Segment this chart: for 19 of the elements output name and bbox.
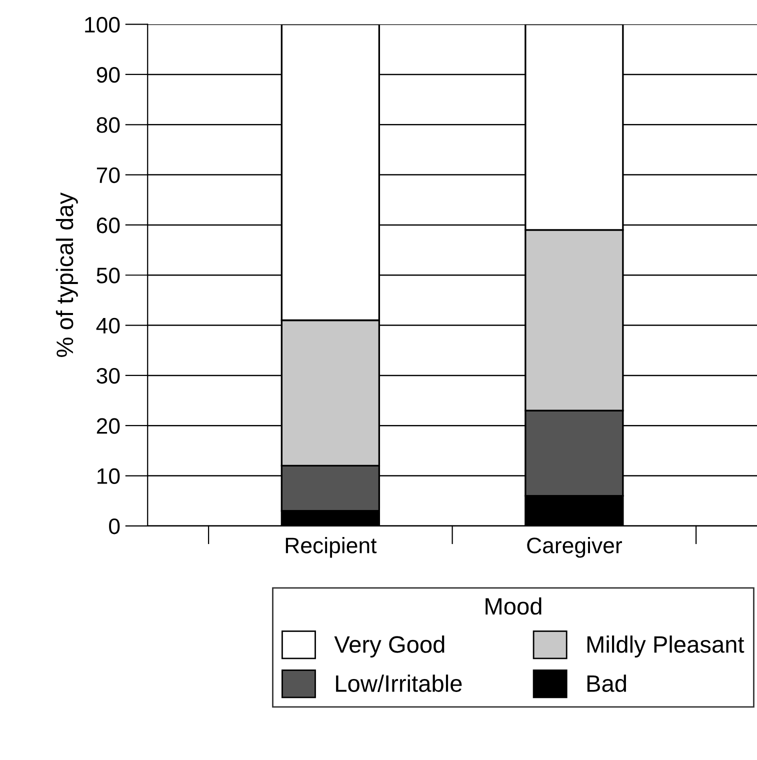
y-tick-label: 0 — [109, 518, 120, 534]
legend-label: Very Good — [334, 636, 444, 658]
y-tick-label: 80 — [96, 117, 120, 133]
y-tick-label: 40 — [96, 318, 120, 334]
legend-label: Bad — [587, 674, 626, 692]
x-tick-label: Recipient — [286, 537, 377, 558]
legend-label: Low/Irritable — [336, 674, 462, 692]
y-tick-label: 50 — [96, 268, 120, 284]
y-tick-label: 30 — [96, 368, 120, 384]
y-tick-label: 20 — [96, 418, 120, 434]
x-tick-label: Caregiver — [527, 537, 622, 558]
y-tick-label: 90 — [96, 67, 120, 83]
legend-title: Mood — [486, 597, 542, 615]
y-tick-label: 70 — [96, 167, 120, 184]
y-tick-label: 100 — [85, 16, 120, 33]
y-axis-title: % of typical day — [56, 192, 78, 357]
legend-label: Mildly Pleasant — [587, 636, 744, 658]
y-tick-label: 60 — [96, 217, 120, 234]
y-tick-label: 10 — [98, 468, 120, 484]
